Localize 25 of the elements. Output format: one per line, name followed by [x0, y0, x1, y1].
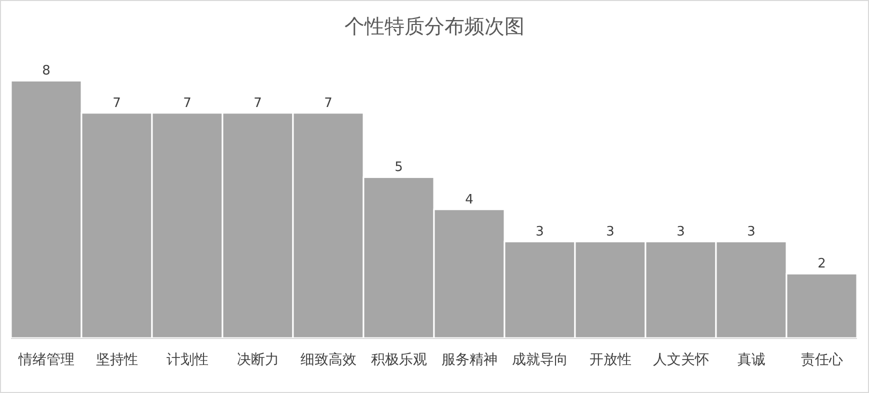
x-tick-label: 情绪管理 — [17, 352, 74, 368]
x-tick-label: 积极乐观 — [370, 352, 427, 368]
data-label: 7 — [254, 96, 262, 111]
x-tick-label: 责任心 — [800, 352, 843, 368]
data-label: 7 — [324, 96, 332, 111]
data-label: 7 — [183, 96, 192, 111]
data-label: 2 — [818, 256, 826, 272]
data-label: 3 — [676, 224, 685, 240]
x-tick-label: 决断力 — [236, 352, 279, 368]
data-label: 3 — [747, 224, 756, 240]
chart-title: 个性特质分布频次图 — [344, 14, 524, 38]
x-tick-label: 真诚 — [737, 352, 766, 368]
x-tick-label: 开放性 — [589, 352, 632, 368]
x-tick-label: 计划性 — [166, 352, 208, 368]
data-label: 3 — [606, 224, 614, 240]
x-tick-label: 成就导向 — [512, 352, 568, 368]
data-label: 4 — [465, 192, 474, 208]
x-tick-label: 细致高效 — [300, 352, 356, 368]
data-label: 7 — [112, 96, 121, 111]
data-label: 5 — [394, 160, 403, 176]
data-label: 3 — [536, 224, 544, 240]
x-tick-label: 人文关怀 — [652, 352, 709, 368]
data-label: 8 — [42, 64, 50, 79]
x-tick-label: 服务精神 — [441, 352, 498, 368]
x-tick-label: 坚持性 — [96, 352, 138, 368]
